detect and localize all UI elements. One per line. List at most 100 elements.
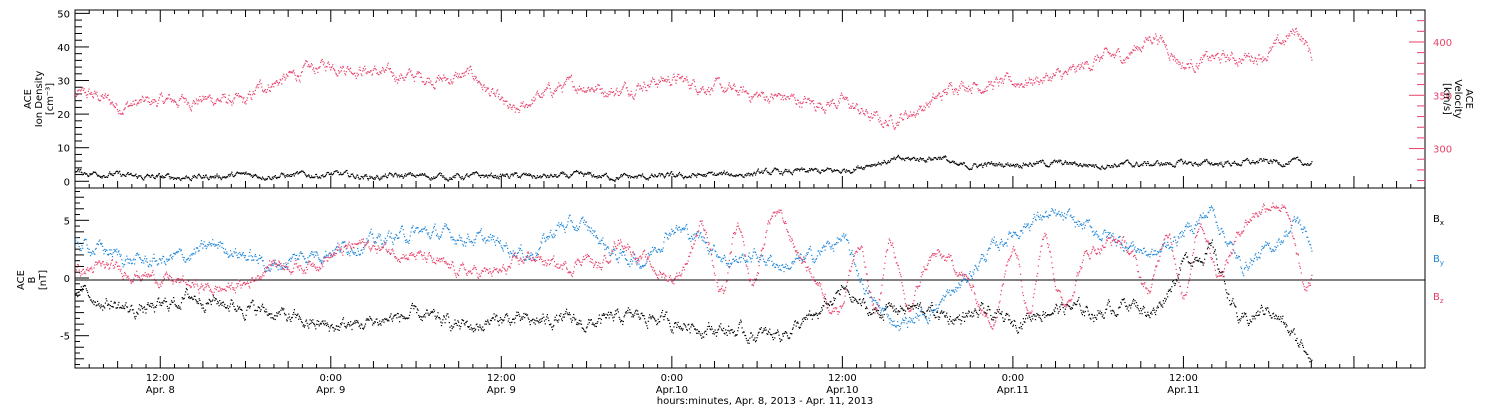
density-point — [1172, 165, 1174, 167]
density-point — [467, 175, 469, 177]
density-point — [489, 174, 492, 176]
velocity-point — [1292, 28, 1294, 30]
velocity-point — [1147, 39, 1150, 41]
density-point — [1297, 159, 1299, 161]
velocity-point — [687, 81, 689, 83]
density-point — [907, 157, 909, 159]
velocity-point — [681, 75, 683, 77]
bx-point — [286, 319, 288, 321]
velocity-point — [1282, 40, 1284, 42]
bx-point — [835, 292, 837, 294]
density-point — [752, 173, 754, 175]
density-point — [1029, 162, 1031, 164]
density-point — [1295, 158, 1297, 160]
b-tick-label: 0 — [64, 274, 70, 285]
velocity-point — [764, 99, 766, 101]
velocity-point — [211, 97, 213, 100]
velocity-point — [815, 110, 817, 112]
bx-point — [141, 308, 143, 310]
velocity-point — [612, 91, 615, 93]
velocity-point — [432, 84, 434, 86]
density-point — [614, 180, 616, 183]
density-point — [721, 174, 723, 176]
density-point — [936, 158, 939, 161]
velocity-point — [355, 77, 357, 80]
density-point — [786, 169, 788, 171]
bx-point — [330, 325, 332, 327]
density-point — [563, 171, 565, 173]
bx-point — [321, 321, 323, 323]
bx-point — [147, 302, 149, 304]
velocity-point — [87, 94, 89, 96]
density-point — [954, 163, 956, 165]
density-point — [230, 173, 232, 175]
density-point — [1149, 165, 1151, 167]
density-point — [94, 171, 96, 173]
bx-point — [102, 305, 104, 307]
bx-point — [224, 303, 226, 305]
bx-series — [75, 239, 1313, 363]
velocity-point — [227, 98, 229, 100]
density-point — [576, 171, 578, 173]
velocity-point — [110, 101, 112, 103]
density-point — [1258, 161, 1260, 163]
density-point — [320, 175, 322, 177]
density-point — [1197, 165, 1199, 167]
bx-point — [865, 308, 867, 310]
velocity-point — [574, 89, 576, 92]
velocity-point — [119, 113, 121, 115]
density-point — [831, 169, 833, 171]
velocity-point — [603, 96, 605, 98]
density-point — [813, 168, 816, 170]
density-point — [395, 173, 397, 175]
velocity-point — [582, 90, 584, 92]
velocity-point — [979, 89, 981, 91]
bx-point — [693, 325, 695, 328]
density-point — [1309, 164, 1311, 166]
bx-point — [524, 317, 526, 319]
bx-point — [744, 334, 746, 337]
velocity-point — [1208, 59, 1210, 62]
velocity-point — [832, 98, 834, 100]
density-point — [649, 176, 651, 178]
density-point — [426, 175, 428, 177]
density-point — [558, 174, 560, 177]
bx-point — [245, 314, 247, 316]
bx-point — [368, 319, 370, 321]
density-point — [318, 177, 320, 179]
velocity-point — [649, 83, 651, 85]
velocity-point — [461, 73, 463, 75]
density-point — [742, 176, 745, 178]
velocity-point — [1165, 44, 1167, 46]
velocity-point — [431, 84, 433, 86]
bx-point — [871, 313, 873, 315]
density-point — [887, 161, 889, 163]
velocity-point — [513, 104, 515, 106]
bx-point — [134, 316, 136, 318]
density-point — [659, 172, 661, 174]
density-point — [1006, 164, 1008, 166]
bx-point — [305, 319, 308, 321]
velocity-point — [1028, 77, 1030, 79]
bx-point — [354, 322, 357, 324]
velocity-point — [1179, 63, 1182, 65]
density-point — [507, 176, 509, 178]
velocity-point — [239, 95, 241, 97]
velocity-point — [614, 93, 616, 95]
density-point — [520, 175, 522, 177]
velocity-point — [205, 96, 207, 98]
velocity-point — [995, 76, 997, 78]
density-point — [1261, 160, 1263, 162]
density-point — [1214, 163, 1216, 165]
density-point — [411, 173, 413, 175]
velocity-point — [75, 95, 77, 97]
velocity-point — [597, 84, 600, 86]
density-point — [1160, 164, 1162, 166]
velocity-point — [467, 67, 469, 69]
density-point — [420, 174, 422, 176]
velocity-point — [104, 93, 106, 95]
density-point — [667, 172, 669, 175]
velocity-point — [620, 93, 622, 95]
velocity-point — [1253, 60, 1255, 62]
bx-point — [742, 332, 744, 334]
